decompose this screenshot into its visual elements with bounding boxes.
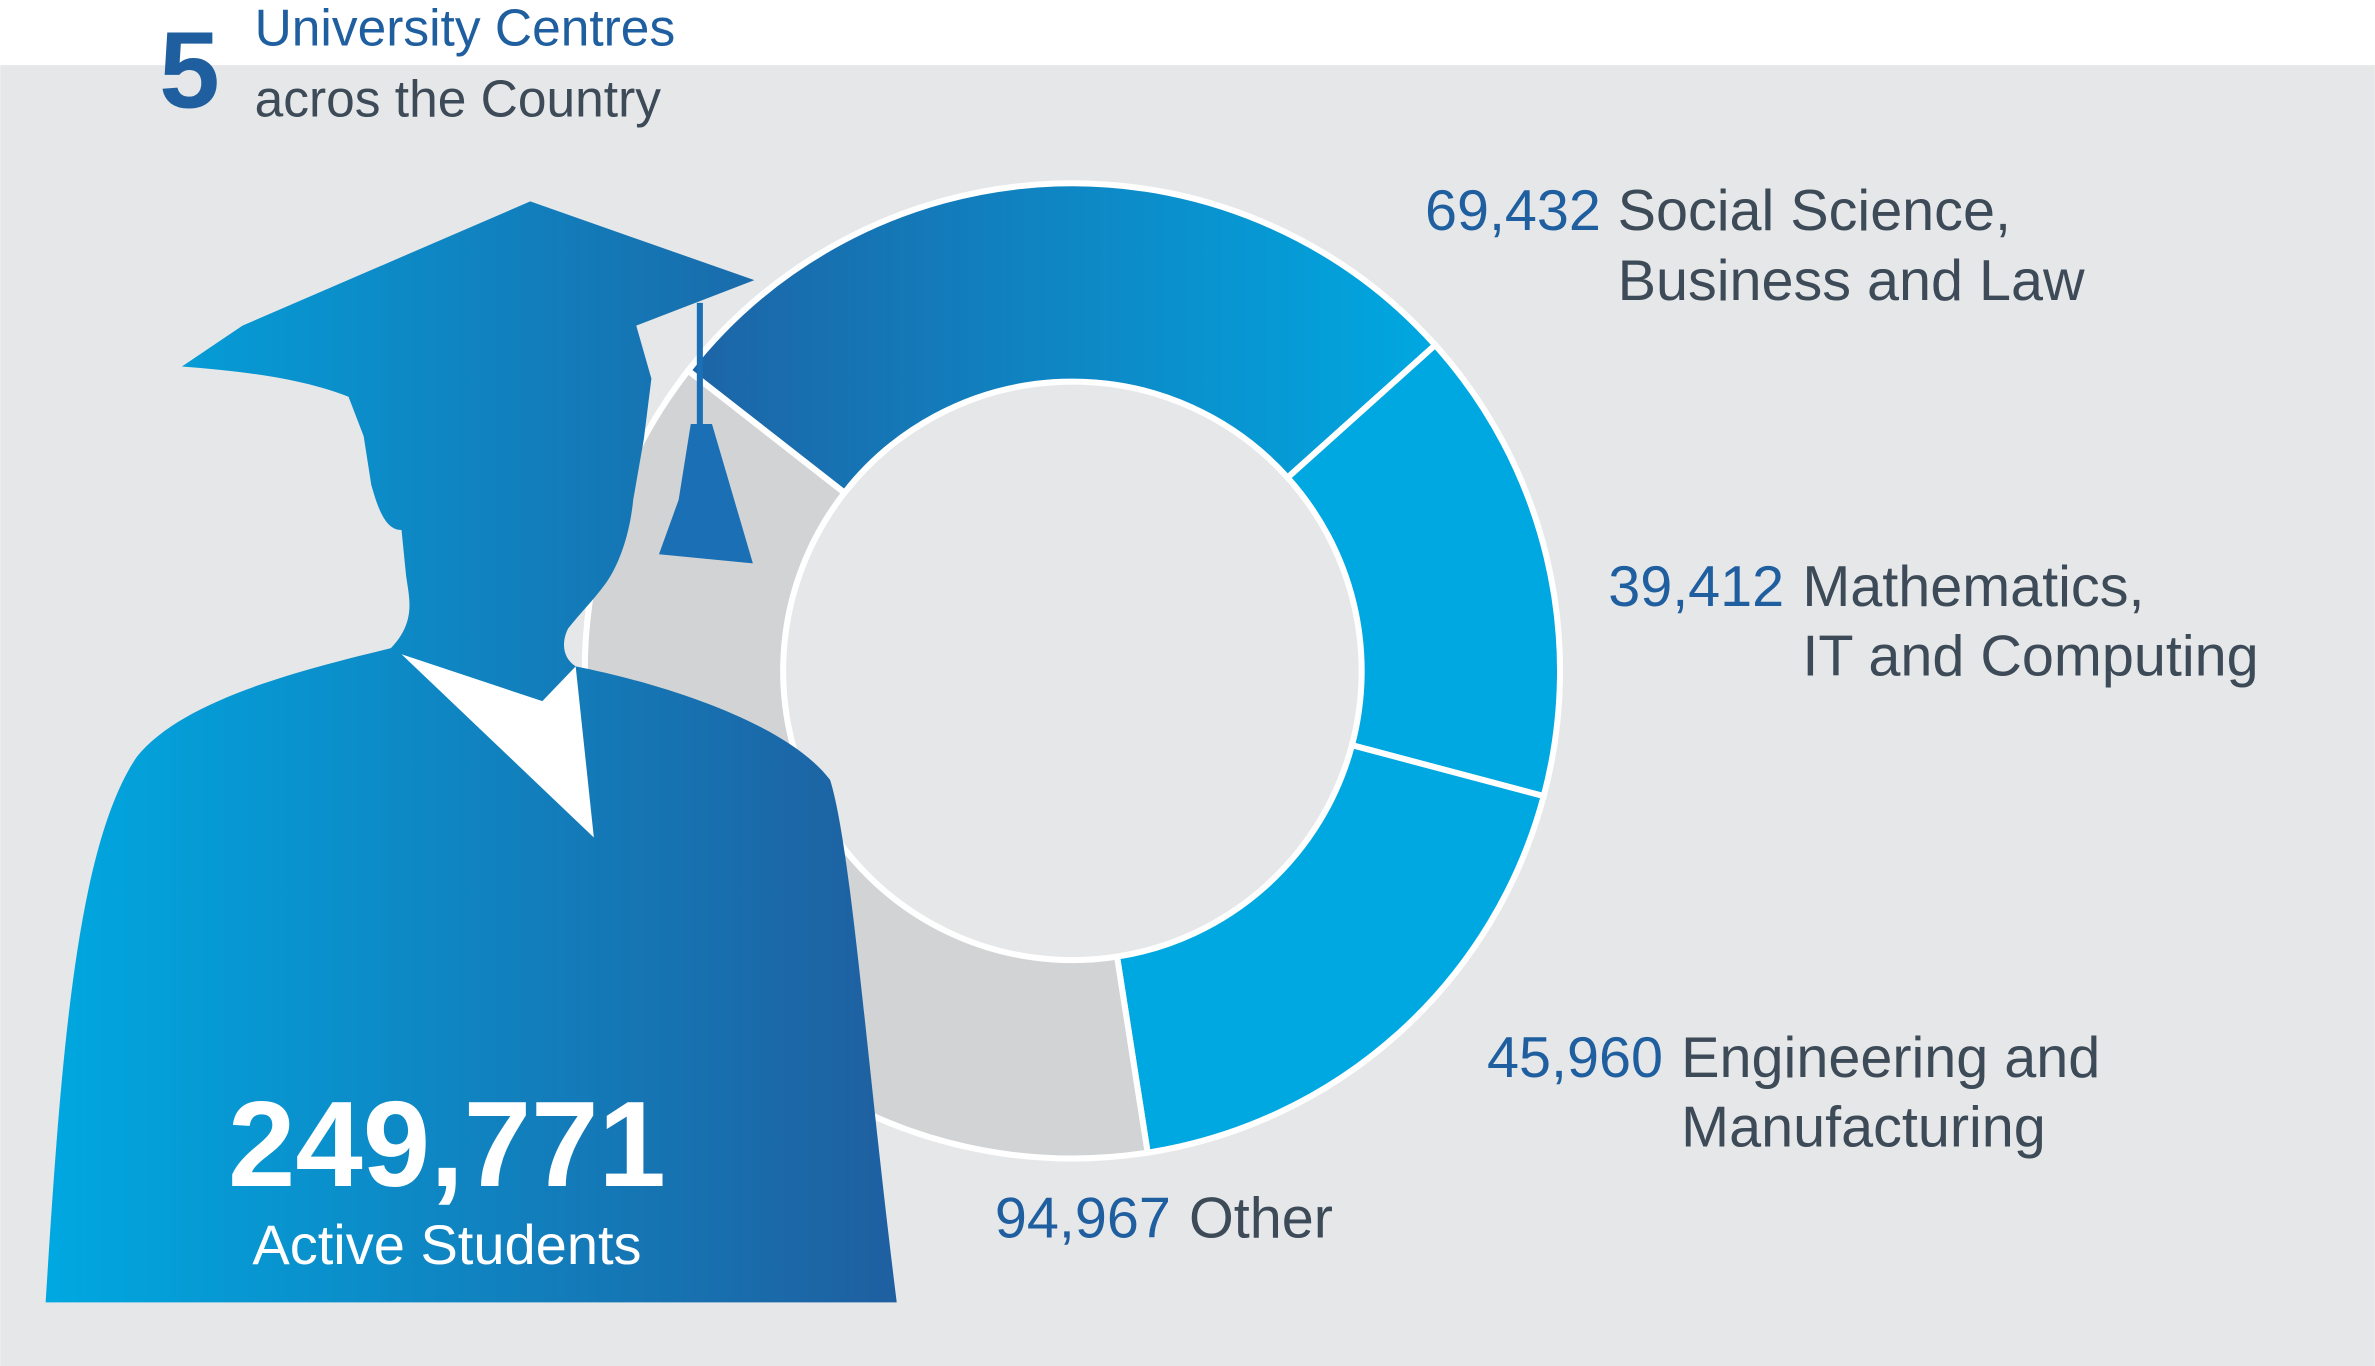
header-line: acros the Country — [255, 70, 662, 128]
centre-count: 5 — [159, 10, 220, 132]
category-label: Engineering and — [1681, 1026, 2100, 1090]
header-line: University Centres — [255, 0, 676, 56]
total-caption: Active Students — [252, 1213, 641, 1276]
donut-segment — [1113, 741, 1548, 1157]
value-label: 69,432 — [1425, 179, 1601, 243]
total-value: 249,771 — [228, 1076, 666, 1212]
category-label: Manufacturing — [1681, 1095, 2046, 1159]
value-label: 94,967 — [995, 1186, 1171, 1250]
graduate-silhouette — [45, 201, 897, 1303]
category-label: Other — [1189, 1186, 1333, 1250]
category-label: Social Science, — [1618, 179, 2011, 243]
category-label: IT and Computing — [1802, 624, 2258, 688]
value-label: 45,960 — [1487, 1026, 1663, 1090]
donut-segment — [683, 180, 1440, 498]
category-label: Mathematics, — [1802, 555, 2144, 619]
category-label: Business and Law — [1618, 249, 2085, 313]
value-label: 39,412 — [1608, 555, 1784, 619]
donut-segment — [1283, 340, 1564, 800]
